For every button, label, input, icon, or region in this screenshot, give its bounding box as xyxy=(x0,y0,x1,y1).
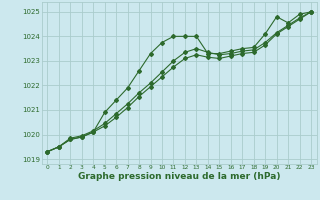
X-axis label: Graphe pression niveau de la mer (hPa): Graphe pression niveau de la mer (hPa) xyxy=(78,172,280,181)
